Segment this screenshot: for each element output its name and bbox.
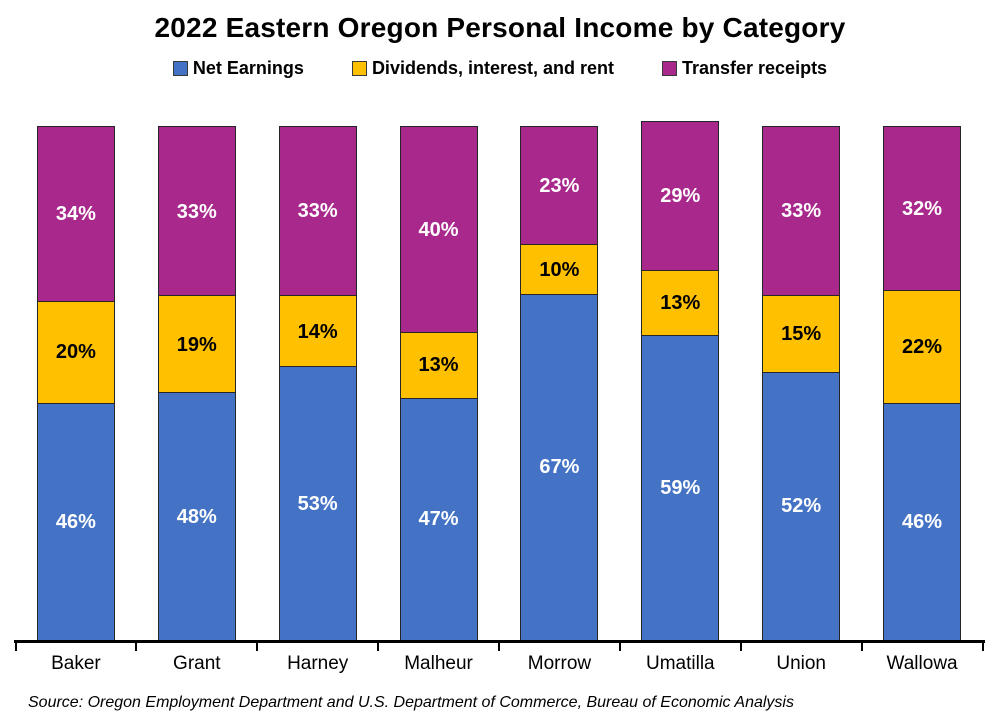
- x-axis-tick: [981, 643, 984, 651]
- bar-segment-wallowa-net-earnings: 46%: [883, 402, 962, 641]
- bar-segment-umatilla-dividends-interest-and-rent: 13%: [641, 269, 720, 337]
- chart-legend: Net Earnings Dividends, interest, and re…: [0, 58, 1000, 79]
- bar-value-label-union-net-earnings: 52%: [781, 495, 822, 518]
- bar-segment-umatilla-net-earnings: 59%: [641, 335, 720, 641]
- bar-segment-grant-net-earnings: 48%: [157, 392, 236, 641]
- bar-value-label-morrow-net-earnings: 67%: [539, 456, 580, 479]
- bar-value-label-wallowa-transfer-receipts: 32%: [902, 197, 943, 220]
- x-axis-category-label-union: Union: [776, 653, 827, 674]
- bar-value-label-grant-transfer-receipts: 33%: [176, 200, 217, 223]
- bar-value-label-umatilla-dividends-interest-and-rent: 13%: [660, 292, 701, 315]
- bar-value-label-umatilla-transfer-receipts: 29%: [660, 184, 701, 207]
- bar-malheur: 47% 13% 40%: [399, 126, 478, 641]
- bar-segment-malheur-transfer-receipts: 40%: [399, 126, 478, 334]
- bar-value-label-wallowa-net-earnings: 46%: [902, 510, 943, 533]
- x-axis-tick: [256, 643, 259, 651]
- x-axis-tick: [135, 643, 138, 651]
- bar-value-label-union-dividends-interest-and-rent: 15%: [781, 323, 822, 346]
- bar-value-label-harney-net-earnings: 53%: [297, 492, 338, 515]
- bar-segment-harney-dividends-interest-and-rent: 14%: [278, 295, 357, 368]
- bar-value-label-baker-transfer-receipts: 34%: [55, 203, 96, 226]
- x-axis-category-label-grant: Grant: [173, 653, 221, 674]
- bar-segment-morrow-transfer-receipts: 23%: [520, 126, 599, 246]
- legend-swatch-net-earnings-icon: [172, 61, 188, 76]
- bar-value-label-harney-dividends-interest-and-rent: 14%: [297, 320, 338, 343]
- bar-segment-harney-transfer-receipts: 33%: [278, 126, 357, 297]
- bar-value-label-baker-dividends-interest-and-rent: 20%: [55, 341, 96, 364]
- bar-umatilla: 59% 13% 29%: [641, 120, 720, 641]
- bar-value-label-umatilla-net-earnings: 59%: [660, 477, 701, 500]
- x-axis-category-label-malheur: Malheur: [404, 653, 473, 674]
- bar-union: 52% 15% 33%: [762, 126, 841, 641]
- x-axis-line: [14, 640, 985, 643]
- bar-value-label-malheur-dividends-interest-and-rent: 13%: [418, 354, 459, 377]
- x-axis-tick: [14, 643, 17, 651]
- bar-value-label-malheur-transfer-receipts: 40%: [418, 218, 459, 241]
- bar-segment-morrow-net-earnings: 67%: [520, 293, 599, 641]
- x-axis-tick: [739, 643, 742, 651]
- bar-segment-malheur-dividends-interest-and-rent: 13%: [399, 331, 478, 400]
- bar-segment-wallowa-dividends-interest-and-rent: 22%: [883, 290, 962, 405]
- bar-baker: 46% 20% 34%: [36, 126, 115, 641]
- bar-morrow: 67% 10% 23%: [520, 126, 599, 641]
- bar-value-label-wallowa-dividends-interest-and-rent: 22%: [902, 336, 943, 359]
- bar-segment-umatilla-transfer-receipts: 29%: [641, 120, 720, 272]
- bar-segment-wallowa-transfer-receipts: 32%: [883, 126, 962, 292]
- bar-segment-baker-dividends-interest-and-rent: 20%: [36, 300, 115, 405]
- legend-item-dividends-interest-rent: Dividends, interest, and rent: [351, 58, 614, 79]
- bar-wallowa: 46% 22% 32%: [883, 126, 962, 641]
- bar-grant: 48% 19% 33%: [157, 126, 236, 641]
- bar-segment-union-net-earnings: 52%: [762, 371, 841, 641]
- bar-value-label-grant-dividends-interest-and-rent: 19%: [176, 333, 217, 356]
- bar-segment-union-dividends-interest-and-rent: 15%: [762, 295, 841, 374]
- x-axis-category-label-wallowa: Wallowa: [886, 653, 958, 674]
- legend-label-transfer-receipts: Transfer receipts: [682, 58, 828, 78]
- bar-value-label-morrow-transfer-receipts: 23%: [539, 174, 580, 197]
- legend-swatch-dividends-interest-rent-icon: [351, 61, 367, 76]
- bar-segment-morrow-dividends-interest-and-rent: 10%: [520, 243, 599, 296]
- bar-harney: 53% 14% 33%: [278, 126, 357, 641]
- x-axis-category-label-umatilla: Umatilla: [646, 653, 715, 674]
- x-axis-tick: [498, 643, 500, 651]
- source-note: Source: Oregon Employment Department and…: [28, 694, 794, 711]
- legend-item-net-earnings: Net Earnings: [172, 58, 304, 79]
- x-axis-category-label-morrow: Morrow: [527, 653, 592, 674]
- legend-item-transfer-receipts: Transfer receipts: [662, 58, 827, 79]
- bar-segment-baker-transfer-receipts: 34%: [36, 126, 115, 303]
- legend-label-net-earnings: Net Earnings: [192, 58, 304, 78]
- bar-segment-grant-transfer-receipts: 33%: [157, 126, 236, 297]
- bar-value-label-malheur-net-earnings: 47%: [418, 508, 459, 531]
- x-axis-category-label-baker: Baker: [51, 653, 101, 674]
- x-axis-tick: [377, 643, 380, 651]
- bar-value-label-harney-transfer-receipts: 33%: [297, 200, 338, 223]
- bar-segment-union-transfer-receipts: 33%: [762, 126, 841, 297]
- bar-value-label-union-transfer-receipts: 33%: [781, 200, 822, 223]
- bar-value-label-baker-net-earnings: 46%: [55, 510, 96, 533]
- bar-segment-harney-net-earnings: 53%: [278, 366, 357, 641]
- bar-value-label-grant-net-earnings: 48%: [176, 505, 217, 528]
- legend-label-dividends-interest-rent: Dividends, interest, and rent: [371, 58, 614, 78]
- bar-segment-baker-net-earnings: 46%: [36, 402, 115, 641]
- chart-title: 2022 Eastern Oregon Personal Income by C…: [154, 12, 846, 43]
- bar-value-label-morrow-dividends-interest-and-rent: 10%: [539, 258, 580, 281]
- x-axis-tick: [860, 643, 863, 651]
- bar-segment-malheur-net-earnings: 47%: [399, 397, 478, 641]
- legend-swatch-transfer-receipts-icon: [662, 61, 677, 76]
- x-axis-category-label-harney: Harney: [287, 653, 349, 674]
- bar-segment-grant-dividends-interest-and-rent: 19%: [157, 295, 236, 394]
- x-axis-tick: [618, 643, 621, 651]
